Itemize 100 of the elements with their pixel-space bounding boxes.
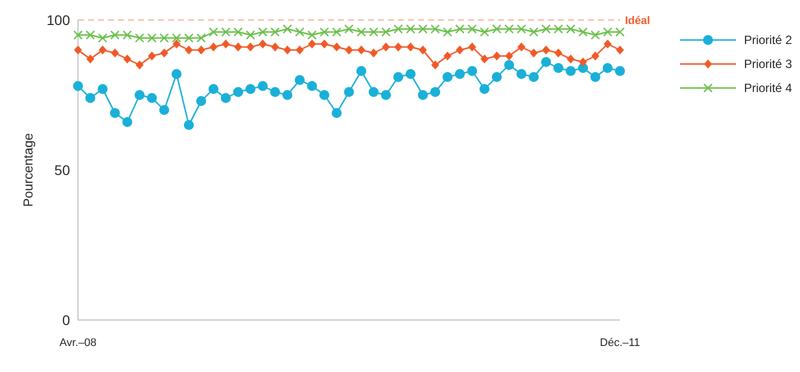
point	[590, 30, 600, 40]
point	[172, 69, 182, 79]
y-tick-label: 100	[46, 12, 70, 28]
point	[74, 46, 82, 54]
point	[184, 46, 193, 54]
point	[86, 30, 95, 40]
point	[258, 27, 268, 37]
point	[368, 87, 379, 97]
point	[245, 84, 256, 94]
point	[554, 48, 562, 58]
point	[504, 60, 514, 70]
point	[208, 27, 218, 37]
point	[122, 117, 132, 127]
point	[394, 42, 402, 52]
point	[123, 54, 132, 64]
point	[430, 24, 440, 34]
point	[134, 33, 144, 43]
point	[603, 27, 612, 37]
point	[307, 81, 318, 91]
point	[357, 46, 366, 54]
point	[393, 72, 404, 82]
point	[442, 27, 452, 37]
point	[590, 72, 600, 82]
point	[159, 105, 170, 115]
point	[172, 40, 181, 48]
point	[356, 27, 366, 37]
point	[553, 63, 564, 73]
point	[295, 27, 304, 37]
point	[209, 42, 218, 52]
point	[492, 24, 502, 34]
point	[222, 40, 230, 48]
point	[233, 27, 243, 37]
point	[442, 72, 453, 82]
point	[394, 24, 403, 34]
point	[148, 52, 156, 60]
point	[444, 52, 452, 60]
point	[370, 48, 378, 58]
point	[196, 96, 206, 106]
point	[566, 66, 576, 76]
point	[455, 24, 464, 34]
point	[320, 27, 329, 37]
point	[418, 46, 427, 54]
point	[332, 27, 342, 37]
point	[147, 33, 157, 43]
point	[308, 40, 316, 48]
point	[554, 24, 564, 34]
point	[246, 30, 256, 40]
y-axis-title: Pourcentage	[20, 133, 36, 207]
point	[73, 30, 83, 40]
x-tick-label: Avr.–08	[59, 336, 97, 349]
point	[197, 46, 206, 54]
point	[233, 87, 244, 97]
point	[517, 42, 526, 52]
point	[480, 27, 490, 37]
point	[271, 42, 280, 52]
point	[516, 69, 526, 79]
point	[516, 24, 526, 34]
point	[332, 42, 341, 52]
point	[528, 72, 539, 82]
point	[320, 40, 328, 48]
point	[566, 54, 575, 64]
point	[172, 33, 182, 43]
point	[85, 93, 96, 103]
point	[406, 24, 416, 34]
point	[604, 40, 612, 48]
point	[73, 81, 83, 91]
point	[110, 30, 120, 40]
point	[332, 108, 342, 118]
point	[356, 66, 366, 76]
point	[566, 24, 576, 34]
point	[467, 66, 478, 76]
point	[479, 84, 490, 94]
y-tick-label: 0	[62, 312, 70, 328]
point	[602, 63, 613, 73]
point	[184, 120, 194, 130]
point	[282, 24, 292, 34]
point	[380, 90, 391, 100]
point	[492, 52, 501, 60]
point	[208, 84, 218, 94]
point	[418, 24, 428, 34]
point	[160, 33, 169, 43]
point	[492, 72, 502, 82]
point	[406, 42, 415, 52]
point	[381, 27, 391, 37]
x-tick-label: Déc.–11	[600, 336, 640, 349]
point	[505, 52, 514, 60]
ref-line-label: Idéal	[624, 14, 650, 27]
point	[431, 60, 440, 70]
point	[542, 46, 550, 54]
point	[110, 48, 119, 58]
point	[541, 24, 551, 34]
point	[98, 84, 108, 94]
legend-label: Priorité 3	[744, 56, 792, 73]
point	[454, 69, 465, 79]
point	[234, 42, 242, 52]
point	[456, 46, 464, 54]
y-tick-label: 50	[54, 162, 70, 178]
point	[530, 48, 538, 58]
point	[468, 24, 477, 34]
legend-label: Priorité 4	[744, 80, 792, 97]
